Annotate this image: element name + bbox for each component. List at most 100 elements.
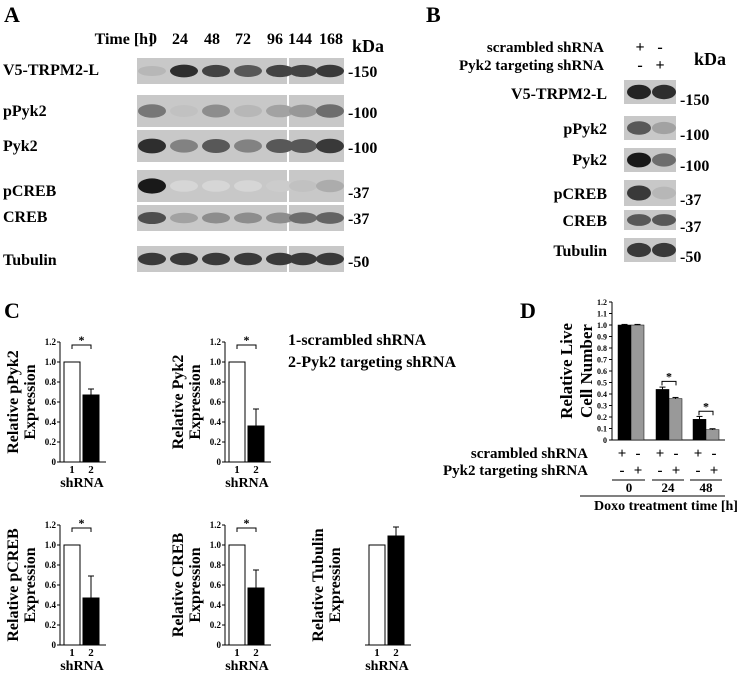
y-axis-label: Expression: [22, 364, 39, 439]
bar: [668, 398, 683, 441]
band: [138, 252, 166, 266]
significance-star: *: [244, 516, 250, 530]
row-label: pPyk2: [563, 121, 607, 138]
y-tick-label: 1.2: [45, 520, 57, 530]
y-tick-label: 0.8: [210, 377, 222, 387]
time-label: 48: [700, 480, 714, 495]
y-tick-label: 0.3: [597, 402, 607, 411]
band: [138, 104, 166, 118]
row-label: V5-TRPM2-L: [3, 62, 99, 79]
pyk2-shrna-label: Pyk2 targeting shRNA: [459, 58, 604, 74]
time-point-label: 168: [319, 31, 343, 48]
band: [170, 180, 198, 192]
y-axis-label: Relative Live: [557, 323, 576, 419]
band: [234, 65, 262, 77]
sign-symbol: -: [696, 463, 701, 479]
band: [202, 139, 230, 153]
band: [289, 139, 317, 153]
kda-marker: -100: [680, 127, 709, 144]
significance-star: *: [244, 333, 250, 347]
kda-marker: -37: [680, 219, 701, 236]
bar: [247, 587, 265, 646]
sign-symbol: +: [656, 446, 665, 462]
band: [170, 105, 198, 117]
band: [138, 65, 166, 77]
band: [289, 252, 317, 266]
row-label: V5-TRPM2-L: [511, 86, 607, 103]
sign-symbol: +: [672, 463, 681, 479]
panel-c-letter: C: [4, 298, 20, 323]
category-label: 2: [253, 464, 259, 476]
y-axis-label: Expression: [187, 364, 204, 439]
band: [652, 121, 676, 135]
kda-marker: -37: [348, 185, 369, 202]
band: [202, 180, 230, 192]
bar: [63, 361, 81, 463]
sign-symbol: +: [635, 39, 644, 56]
y-tick-label: 0.4: [45, 417, 57, 427]
scrambled-shrna-label: scrambled shRNA: [471, 446, 588, 462]
y-tick-label: 1.0: [210, 357, 222, 367]
x-axis-label: shRNA: [225, 476, 269, 491]
row-label: CREB: [3, 209, 48, 226]
sign-symbol: -: [636, 446, 641, 462]
scrambled-shrna-label: scrambled shRNA: [487, 40, 604, 56]
kda-marker: -150: [348, 64, 377, 81]
y-axis-label: Expression: [187, 547, 204, 622]
y-tick-label: 0.8: [597, 344, 607, 353]
band: [289, 104, 317, 118]
row-label: Tubulin: [3, 252, 57, 269]
significance-bracket: [236, 344, 257, 349]
band: [170, 212, 198, 224]
panel-d: D 0 0.1 0.2 0.3 0.4 0.5 0.6 0.7 0.8 0.9 1.0 1.1 1.2 Re…: [443, 298, 738, 514]
band: [316, 179, 344, 193]
panel-d-letter: D: [520, 298, 536, 323]
y-tick-label: 0.1: [597, 425, 607, 434]
panel-a-letter: A: [4, 2, 20, 27]
x-axis-label: shRNA: [365, 659, 409, 674]
y-tick-label: 1.2: [210, 520, 222, 530]
band: [202, 104, 230, 118]
sign-symbol: -: [620, 463, 625, 479]
y-tick-label: 0.6: [210, 397, 222, 407]
band: [234, 252, 262, 266]
row-label: Tubulin: [553, 243, 607, 260]
band: [627, 214, 651, 226]
band: [652, 186, 676, 200]
bar: [82, 597, 100, 646]
y-tick-label: 0: [52, 457, 57, 467]
row-label: Pyk2: [572, 152, 607, 169]
band: [138, 178, 166, 194]
band: [138, 138, 166, 154]
x-axis-label: shRNA: [225, 659, 269, 674]
time-label: Time [h]: [95, 31, 154, 48]
sign-symbol: +: [694, 446, 703, 462]
band: [170, 252, 198, 266]
category-label: 2: [88, 464, 94, 476]
band: [266, 139, 294, 153]
bar: [705, 429, 720, 441]
category-label: 1: [69, 647, 75, 659]
y-axis-label: Relative pCREB: [5, 528, 22, 642]
kda-marker: -100: [680, 158, 709, 175]
significance-bracket: [71, 344, 92, 349]
band: [316, 64, 344, 78]
bar: [228, 544, 246, 646]
significance-bracket: [661, 380, 677, 386]
y-tick-label: 0.2: [45, 620, 57, 630]
band: [234, 139, 262, 153]
y-tick-label: 1.0: [45, 357, 57, 367]
bar: [82, 394, 100, 463]
y-tick-label: 1.2: [597, 298, 607, 307]
band: [627, 84, 651, 100]
time-point-label: 48: [204, 31, 220, 48]
y-tick-label: 0.7: [597, 356, 607, 365]
bar: [617, 324, 632, 441]
band: [289, 64, 317, 78]
band: [289, 212, 317, 224]
band: [202, 212, 230, 224]
